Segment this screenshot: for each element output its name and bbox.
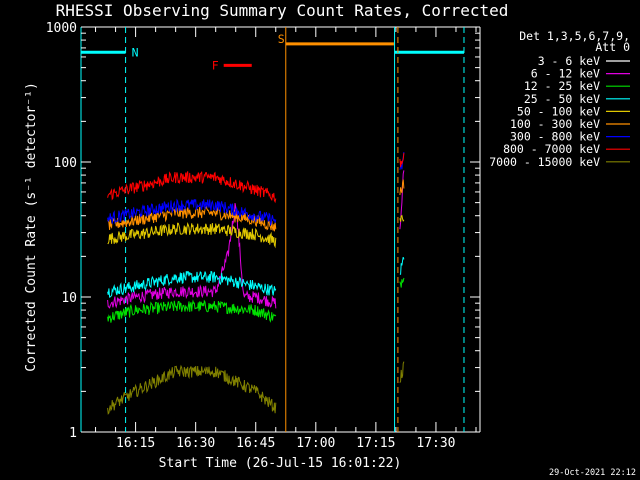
series-line-0 — [399, 237, 405, 259]
legend-entry-label: 800 - 7000 keV — [503, 142, 600, 156]
x-tick-label: 17:15 — [356, 436, 395, 451]
series-line-3 — [107, 271, 277, 298]
x-tick-label: 16:45 — [236, 436, 275, 451]
x-tick-label: 17:30 — [416, 436, 455, 451]
legend-header: Det 1,3,5,6,7,9, — [519, 29, 630, 43]
y-tick-label: 100 — [54, 156, 77, 171]
y-axis-label: Corrected Count Rate (s⁻¹ detector⁻¹) — [24, 82, 39, 372]
flare-label: F — [212, 58, 219, 72]
y-tick-label: 10 — [61, 291, 77, 306]
y-tick-label: 1000 — [46, 21, 77, 36]
legend-entry-label: 100 - 300 keV — [510, 117, 600, 131]
timestamp: 29-Oct-2021 22:12 — [549, 468, 636, 478]
night-label: S — [278, 32, 285, 46]
series-line-7 — [107, 171, 277, 204]
legend-header: Att 0 — [595, 40, 630, 54]
series-layer — [107, 152, 405, 415]
series-line-1 — [107, 203, 277, 309]
saa-label: N — [132, 45, 139, 59]
series-line-1 — [399, 170, 405, 230]
y-tick-label: 1 — [69, 426, 77, 441]
x-tick-label: 16:15 — [116, 436, 155, 451]
x-axis-label: Start Time (26-Jul-15 16:01:22) — [159, 456, 402, 471]
series-line-4 — [107, 221, 277, 249]
series-line-2 — [399, 277, 405, 288]
chart-title: RHESSI Observing Summary Count Rates, Co… — [56, 1, 509, 20]
legend-entry-label: 12 - 25 keV — [524, 79, 600, 93]
y-axis: 1 10 100 1000 — [46, 21, 480, 441]
legend-entry-label: 6 - 12 keV — [531, 67, 600, 81]
series-line-7 — [399, 153, 405, 168]
series-line-5 — [399, 179, 405, 196]
legend-entry-label: 3 - 6 keV — [538, 54, 600, 68]
legend-entry-label: 7000 - 15000 keV — [489, 155, 600, 169]
series-line-3 — [399, 256, 405, 275]
x-tick-label: 17:00 — [296, 436, 335, 451]
series-line-4 — [399, 214, 405, 222]
annotation-layer: N S F — [80, 27, 465, 432]
series-line-8 — [399, 361, 405, 383]
legend-entry-label: 300 - 800 keV — [510, 130, 600, 144]
legend-entry-label: 50 - 100 keV — [517, 104, 600, 118]
x-tick-label: 16:30 — [176, 436, 215, 451]
series-line-2 — [107, 299, 277, 323]
x-axis: 16:15 16:30 16:45 17:00 17:15 17:30 — [95, 27, 477, 451]
legend-entry-label: 25 - 50 keV — [524, 92, 600, 106]
plot-frame — [80, 26, 481, 433]
series-line-8 — [107, 364, 277, 415]
series-line-6 — [107, 198, 277, 227]
